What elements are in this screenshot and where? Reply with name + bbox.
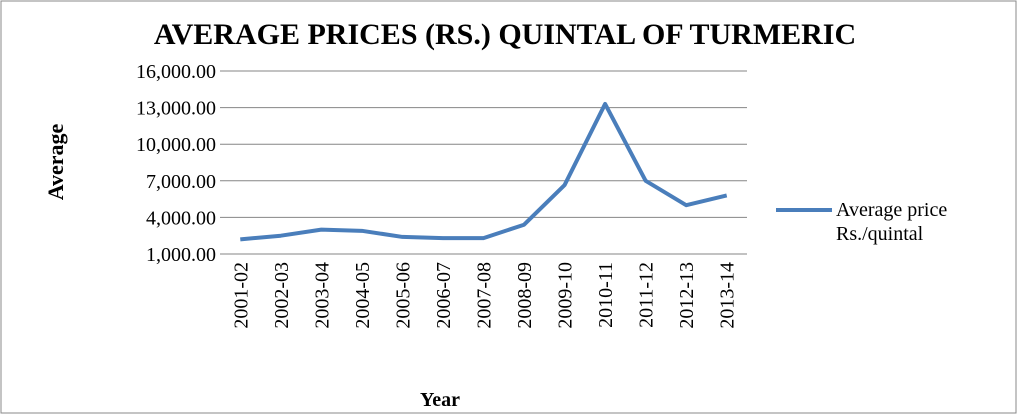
x-axis-title: Year (420, 389, 460, 411)
legend-swatch (776, 208, 832, 212)
x-tick-label: 2007-08 (474, 262, 496, 329)
y-axis-title: Average (43, 123, 68, 200)
legend-label: Average price Rs./quintal (836, 199, 948, 245)
x-tick-label: 2006-07 (433, 262, 455, 329)
chart-title: AVERAGE PRICES (RS.) QUINTAL OF TURMERIC (154, 18, 856, 51)
y-tick-label: 1,000.00 (146, 244, 216, 266)
legend: Average price Rs./quintal (776, 198, 1006, 246)
x-tick-label: 2005-06 (392, 262, 414, 329)
data-line (240, 101, 728, 242)
y-tick-label: 7,000.00 (146, 171, 216, 193)
y-tick-label: 10,000.00 (136, 134, 216, 156)
x-tick-label: 2002-03 (271, 262, 293, 329)
y-tick-label: 16,000.00 (136, 61, 216, 83)
x-tick-label: 2012-13 (676, 262, 698, 329)
x-tick-label: 2001-02 (230, 262, 252, 329)
x-tick-label: 2010-11 (595, 262, 617, 328)
y-tick-label: 13,000.00 (136, 98, 216, 120)
x-tick-label: 2003-04 (311, 262, 333, 329)
x-tick-label: 2009-10 (555, 262, 577, 329)
x-tick-label: 2008-09 (514, 262, 536, 329)
x-tick-label: 2013-14 (717, 262, 739, 329)
x-tick-label: 2011-12 (636, 262, 658, 328)
y-tick-label: 4,000.00 (146, 207, 216, 229)
x-tick-label: 2004-05 (352, 262, 374, 329)
